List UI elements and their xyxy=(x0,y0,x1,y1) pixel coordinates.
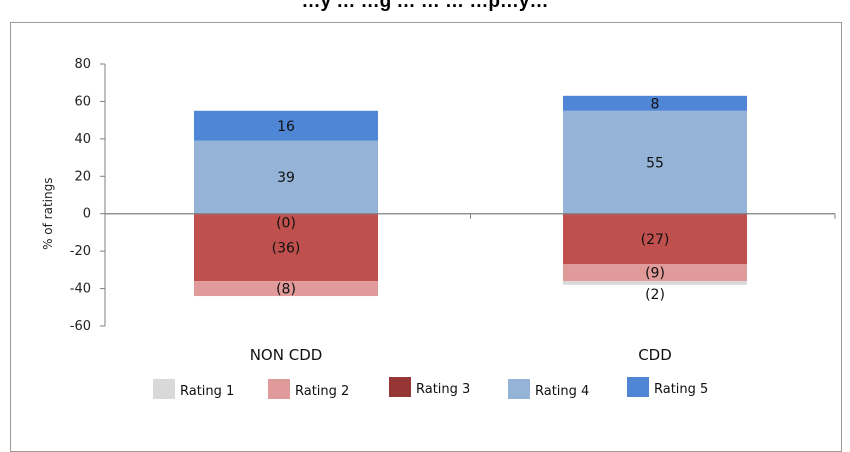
data-label: (9) xyxy=(645,266,665,282)
bar-segment xyxy=(563,110,747,214)
bar-segment xyxy=(563,281,747,285)
bar-segment xyxy=(194,140,378,214)
y-tick-label: -40 xyxy=(70,282,91,297)
legend-label: Rating 5 xyxy=(654,382,708,397)
legend-label: Rating 3 xyxy=(416,382,470,397)
category-label: NON CDD xyxy=(250,346,323,364)
category-label: CDD xyxy=(638,346,672,364)
legend-swatch xyxy=(268,379,290,399)
bar-segment xyxy=(194,213,378,282)
data-label: 39 xyxy=(277,170,295,186)
data-label: 55 xyxy=(646,155,664,171)
legend-swatch xyxy=(153,379,175,399)
legend-label: Rating 1 xyxy=(180,384,234,399)
y-tick-label: 40 xyxy=(74,132,91,147)
y-tick-label: 80 xyxy=(74,57,91,72)
bar-segment xyxy=(563,264,747,282)
legend-label: Rating 4 xyxy=(535,384,589,399)
y-tick-label: -60 xyxy=(70,319,91,334)
data-label: 16 xyxy=(277,119,295,135)
bar-segment xyxy=(563,213,747,265)
y-tick-label: -20 xyxy=(70,244,91,259)
y-axis-label: % of ratings xyxy=(41,178,55,250)
data-label: (2) xyxy=(645,287,665,303)
bar-segment xyxy=(194,110,378,141)
y-tick-label: 60 xyxy=(74,94,91,109)
data-label: 8 xyxy=(651,96,660,112)
stacked-bar-chart: 80 60 40 20 0 -20 -40 -60 % of ratings (36) (8) (0)… xyxy=(41,57,836,399)
data-label: (8) xyxy=(276,282,296,298)
data-label: (36) xyxy=(272,240,301,256)
legend-swatch xyxy=(389,377,411,397)
chart-title: …y … …g … … … …p…y… xyxy=(301,0,549,12)
y-tick-label: 0 xyxy=(83,207,91,222)
legend-label: Rating 2 xyxy=(295,384,349,399)
bar-segment xyxy=(563,95,747,111)
legend-swatch xyxy=(508,379,530,399)
data-label: (27) xyxy=(641,232,670,248)
bar-segment xyxy=(194,281,378,297)
data-label: (0) xyxy=(276,216,296,232)
legend-swatch xyxy=(627,377,649,397)
y-tick-label: 20 xyxy=(74,169,91,184)
